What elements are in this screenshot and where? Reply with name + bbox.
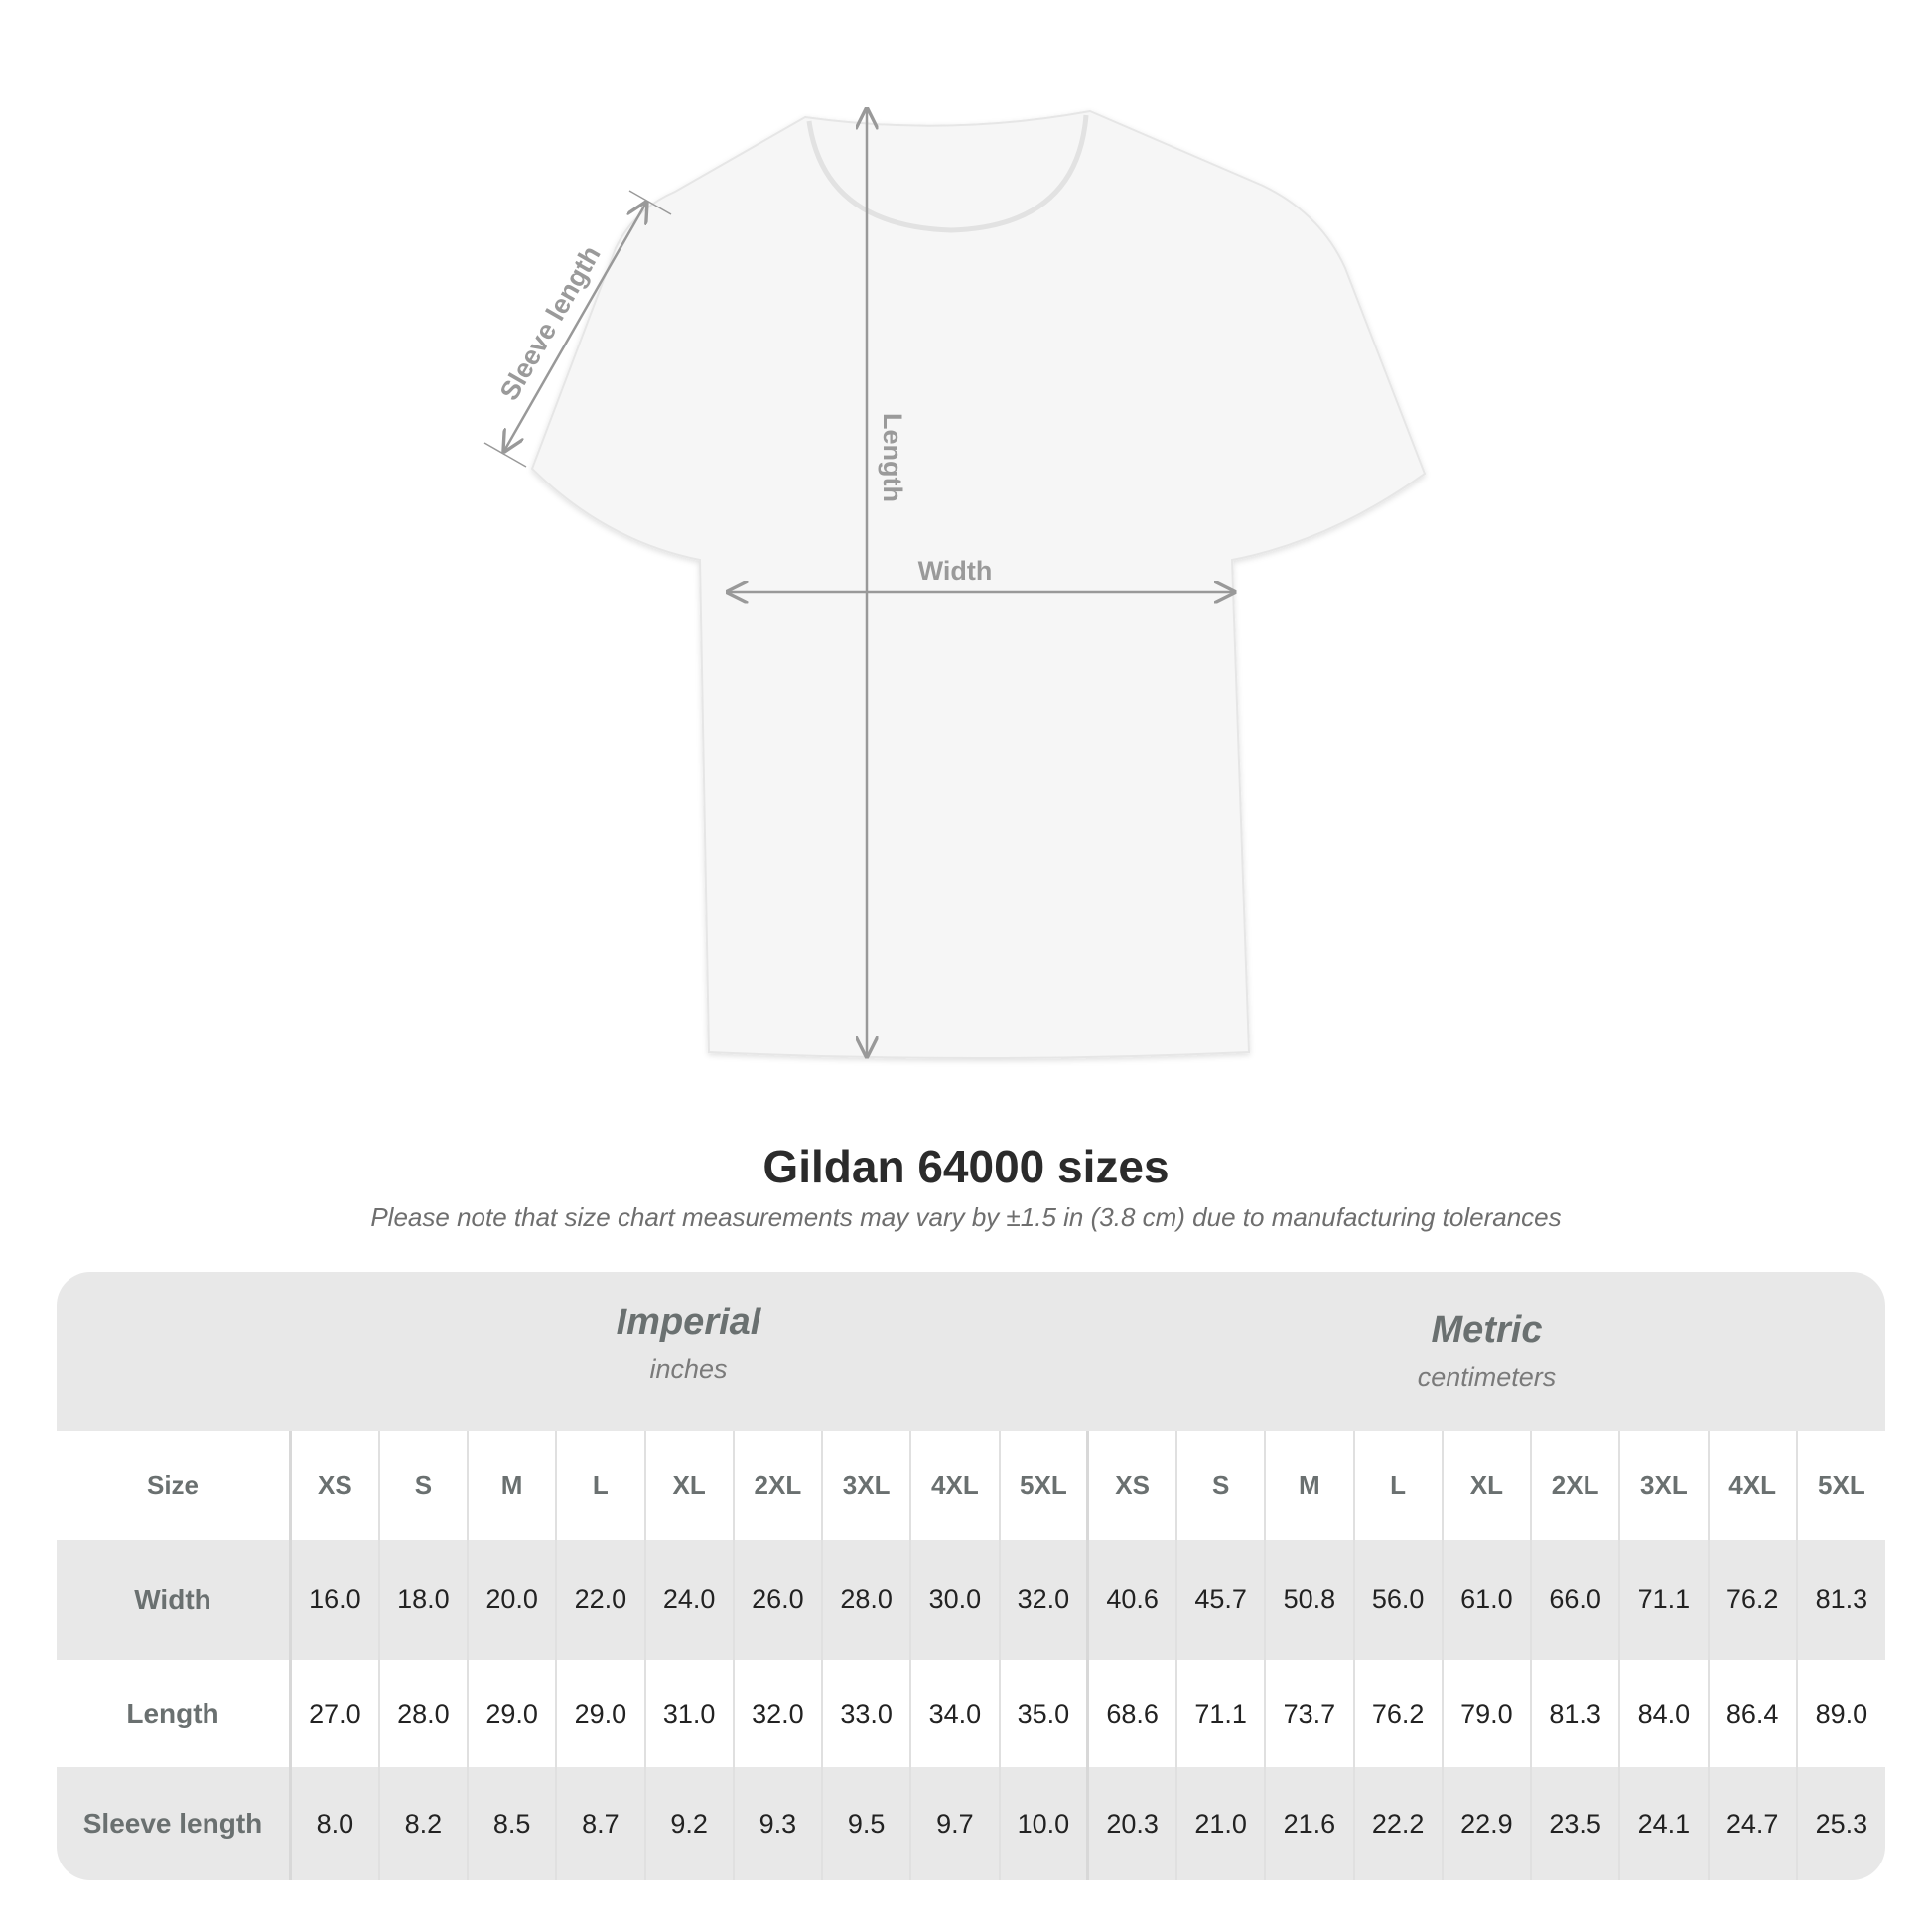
metric-value: 23.5 (1529, 1767, 1620, 1880)
metric-unit: centimeters (1417, 1362, 1557, 1392)
imperial-value: 8.7 (555, 1767, 645, 1880)
imperial-value: 9.7 (909, 1767, 1000, 1880)
metric-header: Metric centimeters (1088, 1310, 1885, 1393)
metric-size-l: L (1352, 1431, 1443, 1540)
metric-value: 22.9 (1441, 1767, 1531, 1880)
imperial-value: 8.5 (466, 1767, 557, 1880)
metric-size-xl: XL (1441, 1431, 1531, 1540)
imperial-value: 18.0 (377, 1540, 468, 1660)
metric-value: 84.0 (1618, 1660, 1709, 1767)
length-label: Length (878, 413, 907, 502)
imperial-value: 9.3 (732, 1767, 822, 1880)
metric-value: 81.3 (1529, 1660, 1620, 1767)
imperial-value: 26.0 (732, 1540, 822, 1660)
imperial-value: 10.0 (998, 1767, 1088, 1880)
metric-size-s: S (1174, 1431, 1266, 1540)
tshirt-diagram: Width Length Sleeve length (483, 0, 1427, 1059)
imperial-value: 29.0 (466, 1660, 557, 1767)
imperial-value: 35.0 (998, 1660, 1088, 1767)
imperial-size-4xl: 4XL (909, 1431, 1000, 1540)
metric-value: 89.0 (1795, 1660, 1885, 1767)
metric-value: 22.2 (1352, 1767, 1443, 1880)
metric-value: 21.6 (1264, 1767, 1354, 1880)
size-table: Imperial inches Metric centimeters Size X… (57, 1272, 1885, 1880)
metric-size-4xl: 4XL (1707, 1431, 1797, 1540)
collar (806, 114, 1089, 233)
imperial-value: 32.0 (732, 1660, 822, 1767)
metric-value: 73.7 (1264, 1660, 1354, 1767)
metric-value: 86.4 (1707, 1660, 1797, 1767)
imperial-value: 33.0 (820, 1660, 911, 1767)
imperial-value: 16.0 (289, 1540, 379, 1660)
row-label: Length (57, 1660, 292, 1767)
imperial-size-5xl: 5XL (998, 1431, 1088, 1540)
metric-value: 24.7 (1707, 1767, 1797, 1880)
imperial-value: 24.0 (643, 1540, 734, 1660)
size-label: Size (57, 1431, 292, 1540)
imperial-size-l: L (555, 1431, 645, 1540)
metric-value: 56.0 (1352, 1540, 1443, 1660)
imperial-value: 28.0 (820, 1540, 911, 1660)
metric-value: 61.0 (1441, 1540, 1531, 1660)
table-header-band (57, 1272, 1885, 1431)
imperial-header: Imperial inches (289, 1302, 1088, 1385)
imperial-size-xl: XL (643, 1431, 734, 1540)
metric-title: Metric (1431, 1310, 1543, 1351)
imperial-size-3xl: 3XL (820, 1431, 911, 1540)
metric-size-2xl: 2XL (1529, 1431, 1620, 1540)
imperial-value: 9.2 (643, 1767, 734, 1880)
imperial-value: 8.2 (377, 1767, 468, 1880)
imperial-value: 28.0 (377, 1660, 468, 1767)
tolerance-note: Please note that size chart measurements… (370, 1202, 1562, 1232)
size-header-row: Size XS S M L XL 2XL 3XL 4XL 5XL XS S M L XL 2XL 3XL 4XL 5… (57, 1431, 1885, 1540)
metric-size-5xl: 5XL (1795, 1431, 1885, 1540)
imperial-value: 8.0 (289, 1767, 379, 1880)
width-label: Width (918, 556, 993, 586)
metric-value: 71.1 (1174, 1660, 1266, 1767)
row-label: Width (57, 1540, 292, 1660)
sleeve-arrow (504, 203, 646, 451)
metric-value: 24.1 (1618, 1767, 1709, 1880)
metric-value: 71.1 (1618, 1540, 1709, 1660)
table-row: Sleeve length 8.0 8.2 8.5 8.7 9.2 9.3 9.5 9.7 10.… (57, 1767, 1885, 1880)
metric-value: 25.3 (1795, 1767, 1885, 1880)
imperial-unit: inches (649, 1354, 728, 1384)
size-grid: Size XS S M L XL 2XL 3XL 4XL 5XL XS S M L XL 2XL 3XL 4XL 5… (57, 1431, 1885, 1880)
imperial-size-xs: XS (289, 1431, 379, 1540)
imperial-value: 20.0 (466, 1540, 557, 1660)
table-row: Width 16.0 18.0 20.0 22.0 24.0 26.0 28.0 30.0 32.… (57, 1540, 1885, 1660)
metric-value: 66.0 (1529, 1540, 1620, 1660)
imperial-value: 29.0 (555, 1660, 645, 1767)
row-label: Sleeve length (57, 1767, 292, 1880)
metric-value: 76.2 (1352, 1660, 1443, 1767)
metric-value: 21.0 (1174, 1767, 1266, 1880)
imperial-value: 32.0 (998, 1540, 1088, 1660)
imperial-value: 27.0 (289, 1660, 379, 1767)
imperial-size-2xl: 2XL (732, 1431, 822, 1540)
imperial-value: 9.5 (820, 1767, 911, 1880)
imperial-size-m: M (466, 1431, 557, 1540)
table-row: Length 27.0 28.0 29.0 29.0 31.0 32.0 33.0 34.0 35… (57, 1660, 1885, 1767)
imperial-value: 30.0 (909, 1540, 1000, 1660)
imperial-title: Imperial (616, 1302, 761, 1343)
chart-title: Gildan 64000 sizes (762, 1141, 1170, 1192)
metric-value: 68.6 (1086, 1660, 1176, 1767)
metric-value: 45.7 (1174, 1540, 1266, 1660)
metric-size-m: M (1264, 1431, 1354, 1540)
imperial-value: 34.0 (909, 1660, 1000, 1767)
metric-value: 81.3 (1795, 1540, 1885, 1660)
imperial-size-s: S (377, 1431, 468, 1540)
metric-value: 40.6 (1086, 1540, 1176, 1660)
imperial-value: 22.0 (555, 1540, 645, 1660)
metric-size-3xl: 3XL (1618, 1431, 1709, 1540)
imperial-value: 31.0 (643, 1660, 734, 1767)
metric-value: 50.8 (1264, 1540, 1354, 1660)
metric-value: 76.2 (1707, 1540, 1797, 1660)
metric-value: 79.0 (1441, 1660, 1531, 1767)
metric-value: 20.3 (1086, 1767, 1176, 1880)
metric-size-xs: XS (1086, 1431, 1176, 1540)
